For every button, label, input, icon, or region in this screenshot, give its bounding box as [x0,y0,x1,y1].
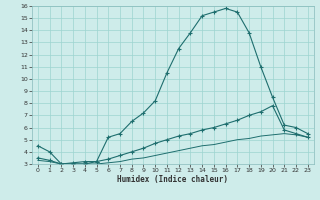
X-axis label: Humidex (Indice chaleur): Humidex (Indice chaleur) [117,175,228,184]
